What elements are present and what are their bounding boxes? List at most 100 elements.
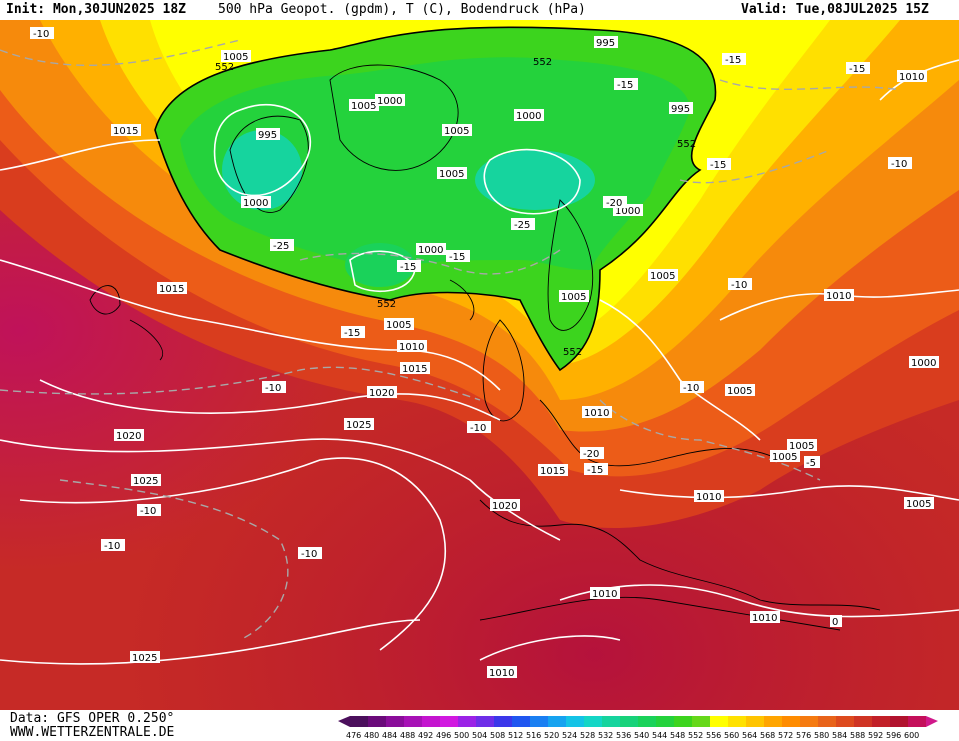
colorbar-swatch <box>530 716 548 727</box>
colorbar-swatch <box>674 716 692 727</box>
colorbar-tick-label: 600 <box>904 731 919 740</box>
svg-text:995: 995 <box>671 104 690 115</box>
low-center-west <box>222 130 302 210</box>
isobars <box>0 59 959 665</box>
colorbar-swatch <box>350 716 368 727</box>
svg-text:-10: -10 <box>265 383 281 394</box>
colorbar-tick-label: 596 <box>886 731 901 740</box>
label-1005-g: 1005 <box>384 318 414 331</box>
colorbar-tick-label: 580 <box>814 731 829 740</box>
label-temp-j: -15 <box>341 326 365 339</box>
label-1010-b: 1010 <box>582 406 612 419</box>
colorbar-swatch <box>818 716 836 727</box>
label-temp-m: -15 <box>614 78 638 91</box>
label-1000-c: 1000 <box>514 109 544 122</box>
label-552-a: 552 <box>215 62 234 73</box>
label-temp-h: -10 <box>728 278 752 291</box>
svg-text:1005: 1005 <box>650 271 675 282</box>
colorbar-swatch <box>692 716 710 727</box>
label-1025-b: 1025 <box>131 474 161 487</box>
label-1010-e: 1010 <box>897 70 927 83</box>
label-1025-a: 1025 <box>344 418 374 431</box>
label-1005-d: 1005 <box>437 167 467 180</box>
svg-text:1005: 1005 <box>223 52 248 63</box>
svg-text:1010: 1010 <box>696 492 721 503</box>
svg-text:1015: 1015 <box>540 466 565 477</box>
label-temp-t: -25 <box>270 239 294 252</box>
credits: Data: GFS OPER 0.250° WWW.WETTERZENTRALE… <box>10 712 174 740</box>
svg-text:552: 552 <box>533 57 552 68</box>
label-1010-h: 1010 <box>487 666 517 679</box>
svg-text:1005: 1005 <box>906 499 931 510</box>
label-temp-n: -15 <box>722 53 746 66</box>
colorbar-tick-label: 592 <box>868 731 883 740</box>
colorbar-tick-label: 528 <box>580 731 595 740</box>
svg-text:1005: 1005 <box>789 441 814 452</box>
label-1015-c: 1015 <box>400 362 430 375</box>
svg-text:1025: 1025 <box>346 420 371 431</box>
label-temp-g: -10 <box>680 381 704 394</box>
svg-text:1010: 1010 <box>826 291 851 302</box>
label-1010-a: 1010 <box>397 340 427 353</box>
label-995-a: 995 <box>256 128 280 141</box>
svg-text:1000: 1000 <box>615 206 640 217</box>
colorbar-swatch <box>782 716 800 727</box>
label-552-e: 552 <box>563 347 582 358</box>
label-1010-f: 1010 <box>590 587 620 600</box>
label-1020-c: 1020 <box>490 499 520 512</box>
label-temp-v: -5 <box>804 456 820 469</box>
label-temp-b: -10 <box>262 381 286 394</box>
label-552-d: 552 <box>377 299 396 310</box>
colorbar-tick-label: 480 <box>364 731 379 740</box>
colorbar-swatch <box>368 716 386 727</box>
svg-text:-15: -15 <box>617 80 633 91</box>
svg-text:-10: -10 <box>104 541 120 552</box>
label-1000-f: 1000 <box>909 356 939 369</box>
colorbar-swatch <box>440 716 458 727</box>
colorbar-tick-label: 488 <box>400 731 415 740</box>
svg-text:1010: 1010 <box>489 668 514 679</box>
svg-text:1010: 1010 <box>592 589 617 600</box>
label-temp-k: -15 <box>397 260 421 273</box>
label-552-c: 552 <box>677 139 696 150</box>
colorbar-tick-label: 548 <box>670 731 685 740</box>
colorbar-tick-label: 564 <box>742 731 757 740</box>
label-temp-q: -15 <box>584 463 608 476</box>
colorbar-tick-label: 584 <box>832 731 847 740</box>
svg-text:1010: 1010 <box>752 613 777 624</box>
svg-text:-10: -10 <box>301 549 317 560</box>
weather-map: 995 1005 1000 1015 1005 1000 1005 1005 1… <box>0 20 959 710</box>
colorbar-tick-label: 500 <box>454 731 469 740</box>
label-temp-r: -20 <box>580 447 604 460</box>
label-1005-a: 1005 <box>221 50 251 63</box>
svg-text:-10: -10 <box>140 506 156 517</box>
label-995-c: 995 <box>669 102 693 115</box>
label-1010-c: 1010 <box>694 490 724 503</box>
map-header: Init: Mon,30JUN2025 18Z 500 hPa Geopot. … <box>0 0 959 20</box>
svg-text:-15: -15 <box>587 465 603 476</box>
svg-text:1005: 1005 <box>439 169 464 180</box>
website-link[interactable]: WWW.WETTERZENTRALE.DE <box>10 725 175 740</box>
svg-text:-20: -20 <box>606 198 622 209</box>
svg-text:1005: 1005 <box>561 292 586 303</box>
colorbar-swatch <box>566 716 584 727</box>
svg-text:1000: 1000 <box>377 96 402 107</box>
low-center-east <box>475 150 595 210</box>
colorbar-swatch <box>404 716 422 727</box>
label-1015-b: 1015 <box>157 282 187 295</box>
label-temp-u: -25 <box>511 218 535 231</box>
svg-text:1025: 1025 <box>132 653 157 664</box>
svg-text:552: 552 <box>677 139 696 150</box>
colorbar-swatch <box>890 716 908 727</box>
colorbar-swatch <box>728 716 746 727</box>
colorbar-tick-label: 516 <box>526 731 541 740</box>
svg-text:1005: 1005 <box>351 101 376 112</box>
label-temp-a: -10 <box>30 27 54 40</box>
label-1015-a: 1015 <box>111 124 141 137</box>
svg-text:-15: -15 <box>400 262 416 273</box>
label-temp-p: -15 <box>707 158 731 171</box>
contour-labels: 995 1005 1000 1015 1005 1000 1005 1005 1… <box>30 27 939 679</box>
svg-text:-10: -10 <box>470 423 486 434</box>
svg-text:-10: -10 <box>891 159 907 170</box>
colorbar-swatch <box>422 716 440 727</box>
